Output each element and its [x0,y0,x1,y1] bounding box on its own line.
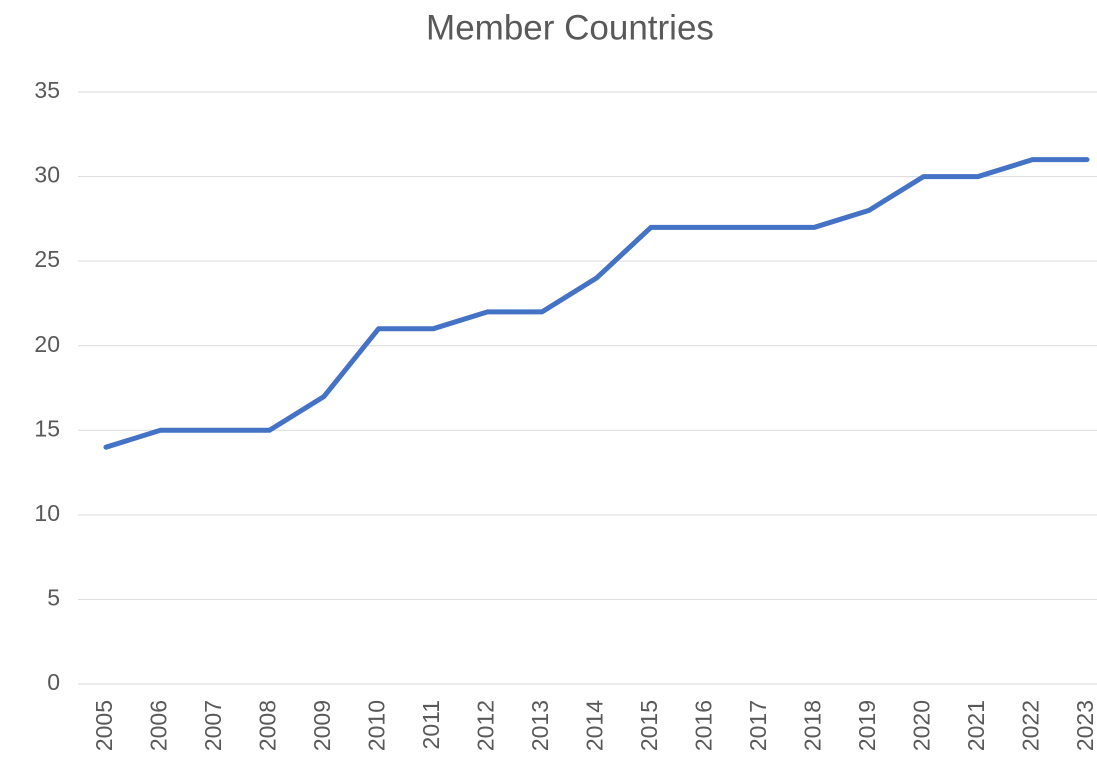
x-tick-label: 2005 [91,700,117,751]
x-tick-label: 2018 [800,700,826,751]
x-tick-label: 2021 [963,700,989,751]
y-tick-label: 35 [34,77,60,103]
x-tick-label: 2011 [418,700,444,749]
y-tick-label: 10 [34,500,60,526]
x-tick-label: 2015 [636,700,662,751]
x-tick-label: 2022 [1018,700,1044,751]
y-tick-label: 5 [47,585,60,611]
y-tick-label: 0 [47,669,60,695]
x-tick-label: 2009 [309,700,335,751]
x-tick-label: 2010 [364,700,390,751]
x-tick-label: 2016 [691,700,717,751]
x-tick-label: 2019 [854,700,880,751]
x-tick-label: 2023 [1072,700,1097,751]
x-tick-label: 2013 [527,700,553,751]
x-tick-label: 2012 [473,700,499,751]
x-tick-label: 2007 [200,700,226,751]
y-tick-label: 15 [34,415,60,441]
x-tick-label: 2014 [582,700,608,751]
chart-title: Member Countries [426,8,714,47]
y-tick-label: 30 [34,162,60,188]
x-tick-label: 2017 [745,700,771,751]
x-tick-label: 2008 [255,700,281,751]
x-tick-label: 2006 [146,700,172,751]
x-tick-label: 2020 [909,700,935,751]
y-tick-label: 25 [34,246,60,272]
data-line [103,157,1090,450]
y-tick-label: 20 [34,331,60,357]
